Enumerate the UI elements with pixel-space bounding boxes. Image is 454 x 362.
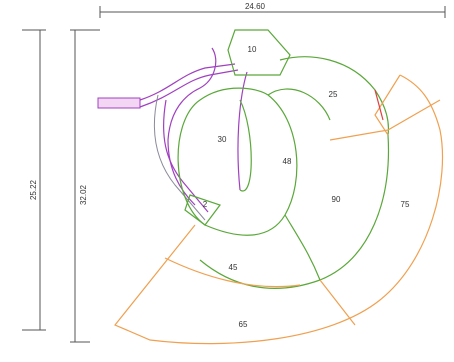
entrance-paths xyxy=(97,47,248,221)
zone-label: 2 xyxy=(203,200,208,209)
zone-label: 30 xyxy=(218,135,227,144)
zone-label: 45 xyxy=(229,263,238,272)
zone-label: 75 xyxy=(401,200,410,209)
dimension-lines xyxy=(22,6,446,343)
zone-label: 65 xyxy=(239,320,248,329)
dimension-left: 25.22 xyxy=(29,179,38,200)
dimension-top: 24.60 xyxy=(245,2,266,11)
zone-label: 90 xyxy=(332,195,341,204)
zone-label: 10 xyxy=(248,45,257,54)
dimension-inner-left: 32.02 xyxy=(79,184,88,205)
outer-zones xyxy=(114,74,444,345)
zone-label: 48 xyxy=(283,157,292,166)
zone-label: 25 xyxy=(329,90,338,99)
